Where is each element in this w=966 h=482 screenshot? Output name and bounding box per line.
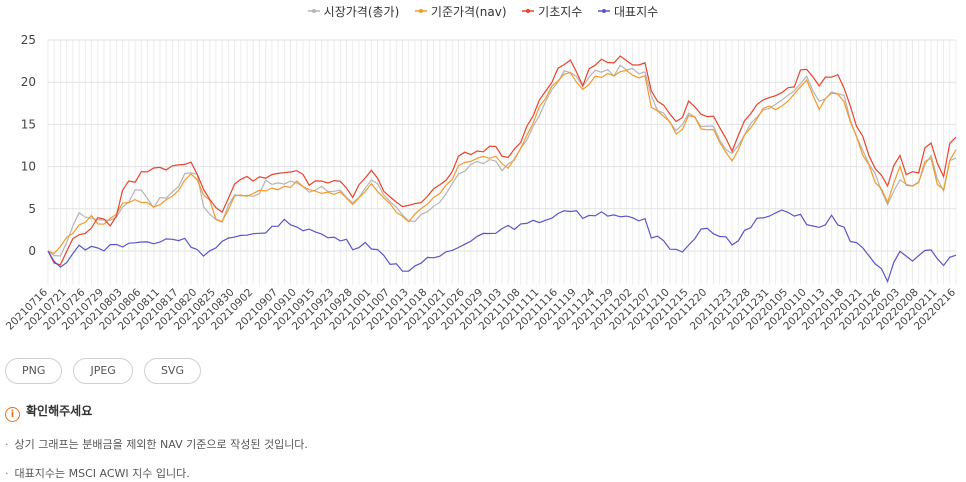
chart-legend: 시장가격(총가) 기준가격(nav) 기초지수 대표지수 <box>0 3 966 20</box>
series-line <box>47 209 957 284</box>
legend-swatch <box>522 5 535 17</box>
note-text: 대표지수는 MSCI ACWI 지수 입니다. <box>14 467 190 480</box>
y-tick-label: 25 <box>21 33 36 47</box>
y-tick-label: 10 <box>21 160 36 174</box>
legend-label: 대표지수 <box>614 5 659 19</box>
series-3 <box>47 209 957 284</box>
y-tick-label: 5 <box>28 202 36 216</box>
png-button[interactable]: PNG <box>5 358 63 384</box>
series-line <box>47 69 957 255</box>
x-axis-ticks: 2021071620210721202107262021072920210803… <box>4 286 959 333</box>
y-tick-label: 20 <box>21 75 36 89</box>
line-chart: 0 5 10 15 20 25 20210716202107212021072620210… <box>4 33 959 333</box>
legend-swatch <box>598 5 611 17</box>
y-tick-label: 15 <box>21 117 36 131</box>
y-axis-ticks: 0 5 10 15 20 25 <box>21 33 36 258</box>
svg-button[interactable]: SVG <box>143 358 201 384</box>
bullet-icon: · <box>5 467 9 480</box>
export-buttons: PNG JPEG SVG <box>5 358 207 384</box>
legend-item-market-price[interactable]: 시장가격(총가) <box>307 3 400 20</box>
y-tick-label: 0 <box>28 244 36 258</box>
notice-title: 확인해주세요 <box>26 404 93 418</box>
note-item: · 상기 그래프는 분배금을 제외한 NAV 기준으로 작성된 것입니다. <box>5 436 308 452</box>
chart-grid <box>47 39 957 285</box>
legend-swatch <box>307 5 320 17</box>
legend-label: 시장가격(총가) <box>323 5 400 19</box>
jpeg-button[interactable]: JPEG <box>73 358 133 384</box>
notice-heading: i 확인해주세요 <box>5 402 92 422</box>
legend-item-base-index[interactable]: 기초지수 <box>522 3 582 20</box>
legend-label: 기준가격(nav) <box>430 5 507 19</box>
legend-item-nav-price[interactable]: 기준가격(nav) <box>415 3 507 20</box>
legend-swatch <box>415 5 428 17</box>
legend-label: 기초지수 <box>538 5 583 19</box>
legend-item-benchmark-index[interactable]: 대표지수 <box>598 3 658 20</box>
note-item: · 대표지수는 MSCI ACWI 지수 입니다. <box>5 465 190 481</box>
note-text: 상기 그래프는 분배금을 제외한 NAV 기준으로 작성된 것입니다. <box>14 438 308 451</box>
bullet-icon: · <box>5 438 9 451</box>
info-icon: i <box>5 407 20 422</box>
chart-series <box>47 55 957 284</box>
series-2 <box>47 55 957 266</box>
series-1 <box>47 69 957 255</box>
series-line <box>47 55 957 266</box>
